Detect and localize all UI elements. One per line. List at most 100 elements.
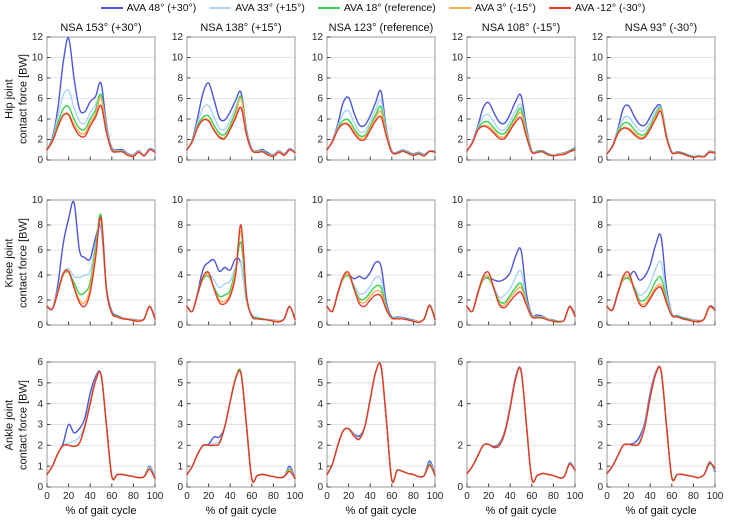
y-tick-label: 0 [597,320,603,331]
x-tick-label: 80 [408,491,420,502]
series-line-2 [606,260,716,323]
x-tick-label: 20 [203,491,215,502]
legend-line-swatch [448,7,471,9]
subplot-title: NSA 123° (reference) [329,22,434,34]
y-tick-label: 4 [317,270,323,281]
y-tick-label: 10 [592,53,604,64]
y-tick-label: 6 [177,94,183,105]
y-tick-label: 2 [177,441,183,452]
y-tick-label: 2 [597,135,603,146]
axes-box [606,199,716,326]
y-tick-label: 8 [177,73,183,84]
y-tick-label: 4 [597,114,603,125]
y-tick-label: 4 [177,270,183,281]
legend-line-swatch [100,7,123,9]
x-tick-label: 0 [184,491,190,502]
x-tick-label: 40 [645,491,657,502]
series-line-4 [606,366,716,482]
axes-box [186,199,296,326]
x-tick-label: 100 [147,491,164,502]
y-tick-label: 5 [317,378,323,389]
legend-label: AVA 48° (+30°) [126,2,197,14]
series-line-3 [326,362,436,483]
subplot-r1-c1: 0 2 4 6 8 10 [172,195,296,331]
x-tick-label: 20 [63,491,75,502]
series-line-5 [186,106,296,158]
subplot-title: NSA 153° (+30°) [60,22,141,34]
legend-label: AVA 18° (reference) [343,2,436,14]
series-line-5 [46,216,156,323]
x-tick-label: 40 [225,491,237,502]
y-tick-label: 10 [452,195,464,206]
y-tick-label: 4 [37,114,43,125]
series-line-2 [466,103,576,156]
axes-box [466,361,576,488]
y-tick-label: 10 [312,195,324,206]
subplot-r0-c4: 0 2 4 6 8 10 12 NSA 93° (-30°) [592,22,716,166]
series-line-5 [466,116,576,157]
y-tick-label: 6 [597,245,603,256]
x-tick-label: 0 [464,491,470,502]
legend-label: AVA -12° (-30°) [574,2,646,14]
y-tick-label: 6 [457,245,463,256]
series-line-2 [606,105,716,158]
y-tick-label: 4 [457,114,463,125]
y-tick-label: 4 [37,399,43,410]
y-tick-label: 10 [312,53,324,64]
axes-box [466,199,576,326]
y-tick-label: 6 [37,245,43,256]
series-line-4 [46,371,156,481]
y-tick-label: 0 [457,155,463,166]
y-tick-label: 2 [457,295,463,306]
row-label-line: Knee joint [3,238,16,287]
row-label-line: contact force [BW] [17,379,29,470]
series-line-3 [606,366,716,481]
series-line-4 [326,362,436,483]
y-tick-label: 4 [597,270,603,281]
series-line-5 [466,366,576,483]
row-label-line: Hip joint [3,78,16,119]
series-line-2 [186,369,296,483]
x-tick-label: 60 [106,491,118,502]
y-tick-label: 10 [32,53,44,64]
subplot-title: NSA 138° (+15°) [200,22,281,34]
legend-label: AVA 3° (-15°) [474,2,536,14]
legend-item: AVA 18° (reference) [317,2,436,14]
series-line-5 [186,369,296,483]
y-tick-label: 4 [177,399,183,410]
y-tick-label: 8 [317,73,323,84]
y-tick-label: 2 [457,135,463,146]
y-tick-label: 6 [317,357,323,368]
series-line-1 [186,369,296,483]
axes-box [326,199,436,326]
series-line-2 [606,365,716,481]
x-axis-label: % of gait cycle [346,505,417,517]
series-line-5 [46,371,156,481]
x-axis-label: % of gait cycle [626,505,697,517]
x-tick-label: 40 [365,491,377,502]
y-tick-label: 8 [177,220,183,231]
series-line-4 [466,274,576,323]
series-line-2 [186,96,296,157]
series-line-1 [606,365,716,482]
y-tick-label: 1 [597,461,603,472]
x-tick-label: 0 [604,491,610,502]
y-tick-label: 6 [177,245,183,256]
y-tick-label: 6 [457,94,463,105]
y-tick-label: 2 [597,441,603,452]
y-tick-label: 8 [457,73,463,84]
x-tick-label: 100 [707,491,724,502]
x-tick-label: 0 [44,491,50,502]
y-tick-label: 4 [457,270,463,281]
y-tick-label: 1 [37,461,43,472]
y-tick-label: 0 [317,482,323,493]
x-tick-label: 60 [526,491,538,502]
y-tick-label: 5 [177,378,183,389]
series-line-4 [606,108,716,159]
row-label-hip: Hip joint contact force [BW] [3,54,31,144]
subplot-r1-c3: 0 2 4 6 8 10 [452,195,576,331]
y-tick-label: 4 [457,399,463,410]
